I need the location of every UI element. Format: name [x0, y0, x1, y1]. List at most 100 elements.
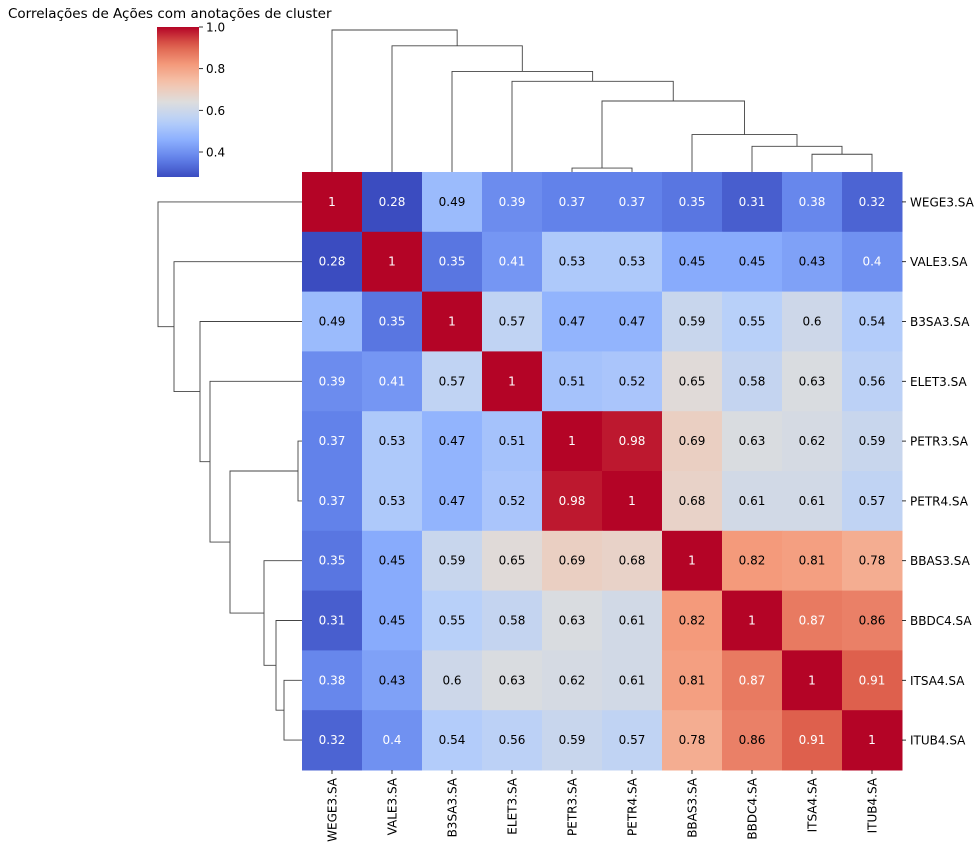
heatmap-cell	[542, 710, 603, 771]
cell-annotation: 0.32	[319, 733, 346, 747]
cell-annotation: 0.59	[439, 554, 466, 568]
cell-annotation: 0.63	[799, 374, 826, 388]
cell-annotation: 0.37	[319, 434, 346, 448]
row-dendrogram-link	[263, 560, 302, 666]
cell-annotation: 0.98	[619, 434, 646, 448]
cell-annotation: 0.63	[499, 673, 526, 687]
heatmap-cell	[362, 172, 423, 233]
heatmap-cell	[362, 231, 423, 293]
heatmap-cell	[662, 172, 723, 233]
heatmap-cell	[782, 530, 843, 592]
column-dendrogram-link	[511, 80, 674, 172]
heatmap-cell	[422, 291, 483, 352]
heatmap-cell	[362, 590, 423, 651]
heatmap-cell	[482, 650, 543, 711]
cell-annotation: 0.54	[859, 315, 886, 329]
row-dendrogram-link	[209, 380, 302, 543]
col-label-petr4-sa: PETR4.SA	[626, 777, 640, 836]
cell-annotation: 0.41	[499, 255, 526, 269]
heatmap-cell	[722, 710, 783, 771]
cell-annotation: 0.38	[319, 673, 346, 687]
cell-annotation: 0.45	[379, 554, 406, 568]
heatmap-cell	[602, 650, 663, 711]
row-label-petr3-sa: PETR3.SA	[910, 435, 969, 449]
column-dendrogram-link	[571, 167, 633, 172]
colorbar-gradient	[157, 27, 199, 177]
heatmap-cell	[722, 231, 783, 293]
row-label-petr4-sa: PETR4.SA	[910, 494, 969, 508]
cell-annotation: 0.59	[679, 315, 706, 329]
heatmap-cell	[482, 530, 543, 592]
cell-annotation: 0.4	[862, 255, 881, 269]
heatmap-cell	[302, 231, 363, 293]
heatmap-cell	[422, 351, 483, 412]
heatmap-cell	[782, 650, 843, 711]
heatmap-cell	[422, 590, 483, 651]
heatmap-cell	[482, 231, 543, 293]
cell-annotation: 0.54	[439, 733, 466, 747]
heatmap-cell	[842, 710, 903, 771]
heatmap-cell	[482, 590, 543, 651]
heatmap-cell	[422, 231, 483, 293]
heatmap-cell	[302, 172, 363, 233]
heatmap-cell	[422, 530, 483, 592]
cell-annotation: 0.57	[619, 733, 646, 747]
column-dendrogram-link	[391, 45, 523, 172]
row-label-b3sa3-sa: B3SA3.SA	[910, 315, 970, 329]
heatmap-cell	[302, 650, 363, 711]
column-dendrogram	[331, 29, 873, 172]
heatmap-cell	[542, 650, 603, 711]
cell-annotation: 1	[568, 434, 576, 448]
cell-annotation: 0.63	[559, 614, 586, 628]
cell-annotation: 0.53	[559, 255, 586, 269]
row-label-wege3-sa: WEGE3.SA	[910, 195, 975, 209]
cell-annotation: 1	[508, 374, 516, 388]
heatmap-cell	[722, 351, 783, 412]
colorbar-tick-label: 0.8	[206, 62, 225, 76]
cell-annotation: 0.31	[319, 614, 346, 628]
heatmap-cell	[362, 530, 423, 592]
col-label-wege3-sa: WEGE3.SA	[326, 777, 340, 842]
cell-annotation: 0.91	[799, 733, 826, 747]
cell-annotation: 0.82	[739, 554, 766, 568]
cell-annotation: 1	[688, 554, 696, 568]
cell-annotation: 1	[448, 315, 456, 329]
heatmap-cell	[722, 471, 783, 532]
heatmap-cell	[842, 471, 903, 532]
cell-annotation: 0.52	[499, 494, 526, 508]
column-dendrogram-link	[751, 145, 843, 172]
heatmap-cell	[782, 710, 843, 771]
heatmap-cell	[302, 351, 363, 412]
cell-annotation: 0.55	[739, 315, 766, 329]
col-label-bbdc4-sa: BBDC4.SA	[746, 777, 760, 839]
heatmap-cell	[782, 411, 843, 472]
heatmap-cell	[662, 650, 723, 711]
heatmap-cell	[842, 351, 903, 412]
cell-annotation: 0.4	[382, 733, 401, 747]
column-dendrogram-link	[451, 70, 594, 172]
cell-annotation: 0.58	[739, 374, 766, 388]
cell-annotation: 1	[328, 195, 336, 209]
cell-annotation: 0.91	[859, 673, 886, 687]
column-dendrogram-link	[811, 153, 873, 172]
heatmap-cell	[662, 471, 723, 532]
colorbar: 0.4 0.6 0.8 1.0	[157, 21, 225, 177]
cell-annotation: 0.63	[739, 434, 766, 448]
cell-annotation: 0.57	[859, 494, 886, 508]
col-label-itub4-sa: ITUB4.SA	[866, 777, 880, 833]
heatmap-cell	[422, 710, 483, 771]
row-label-bbdc4-sa: BBDC4.SA	[910, 614, 972, 628]
heatmap-cell	[542, 172, 603, 233]
cell-annotation: 0.51	[559, 374, 586, 388]
cell-annotation: 0.43	[799, 255, 826, 269]
cell-annotation: 0.43	[379, 673, 406, 687]
heatmap-cell	[722, 411, 783, 472]
heatmap-cell	[302, 411, 363, 472]
heatmap-cell	[362, 411, 423, 472]
heatmap-cell	[302, 590, 363, 651]
row-labels: WEGE3.SA VALE3.SA B3SA3.SA ELET3.SA PETR3.SA…	[902, 195, 975, 748]
col-label-elet3-sa: ELET3.SA	[506, 777, 520, 834]
cell-annotation: 1	[628, 494, 636, 508]
colorbar-tick-label: 0.4	[206, 146, 225, 160]
cell-annotation: 0.37	[559, 195, 586, 209]
